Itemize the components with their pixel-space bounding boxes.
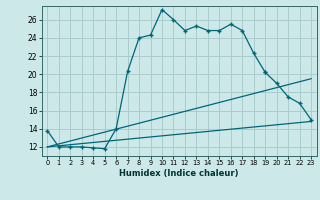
X-axis label: Humidex (Indice chaleur): Humidex (Indice chaleur) — [119, 169, 239, 178]
